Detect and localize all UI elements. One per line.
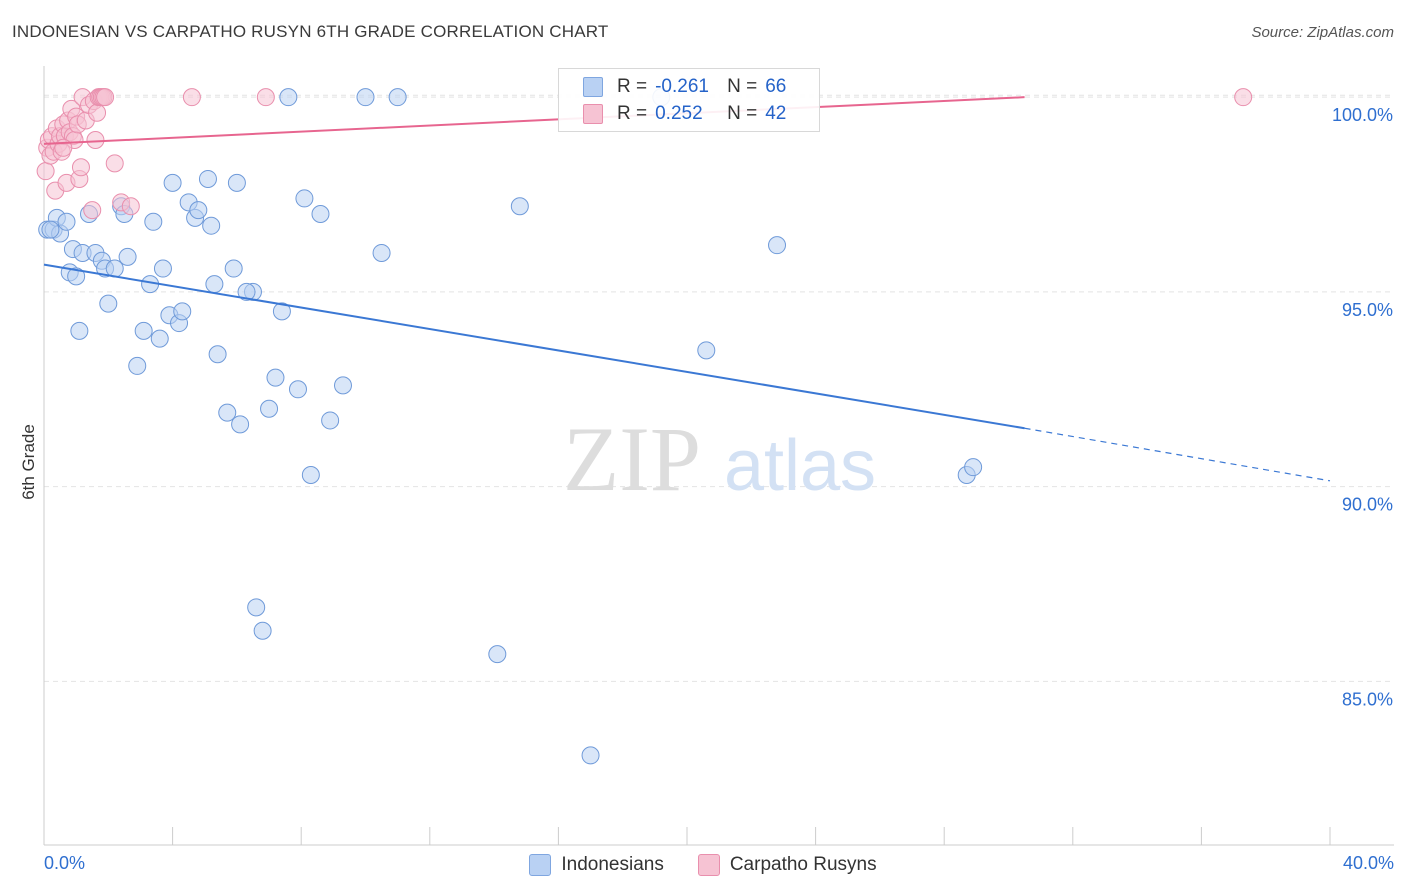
data-point-indonesians [224,259,243,278]
data-point-indonesians [266,368,285,387]
data-point-carpatho-rusyns [1234,88,1253,107]
swatch-indonesians [583,77,603,97]
data-point-indonesians [388,88,407,107]
axes [43,66,1394,846]
series-carpatho-rusyns [36,88,1253,220]
data-point-indonesians [227,173,246,192]
data-point-indonesians [372,243,391,262]
data-point-carpatho-rusyns [105,154,124,173]
data-point-indonesians [67,267,86,286]
series-legend: Indonesians Carpatho Rusyns [0,852,1406,878]
watermark-zip: ZIP [563,408,701,510]
r-value: 0.252 [655,103,703,124]
data-point-indonesians [697,341,716,360]
n-label: N = [727,103,758,124]
y-tick-label: 90.0% [1342,495,1393,515]
data-point-indonesians [163,173,182,192]
watermark-atlas: atlas [724,426,876,506]
data-point-indonesians [333,376,352,395]
n-value: 66 [765,76,787,97]
data-point-carpatho-rusyns [71,158,90,177]
trend-line-carpatho-rusyns [43,96,1025,145]
grid-lines [44,94,1394,682]
data-point-carpatho-rusyns [86,131,105,150]
data-point-indonesians [279,88,298,107]
n-label: N = [727,76,758,97]
r-value: -0.261 [655,76,709,97]
data-point-indonesians [288,380,307,399]
data-point-indonesians [510,197,529,216]
y-axis-label: 6th Grade [19,424,38,500]
series-indonesians [38,88,983,765]
data-point-indonesians [41,220,60,239]
data-point-carpatho-rusyns [83,201,102,220]
data-point-indonesians [321,411,340,430]
y-tick-label: 85.0% [1342,689,1393,709]
data-point-indonesians [202,216,221,235]
data-point-indonesians [173,302,192,321]
trend-line-indonesians-extension [1024,427,1331,482]
stats-legend: R = -0.261 N = 66 R = 0.252 N = 42 [558,68,820,132]
chart-title: INDONESIAN VS CARPATHO RUSYN 6TH GRADE C… [12,22,609,41]
data-point-indonesians [964,458,983,477]
data-point-indonesians [253,621,272,640]
data-point-indonesians [260,399,279,418]
data-point-carpatho-rusyns [88,103,107,122]
data-point-indonesians [272,302,291,321]
data-point-indonesians [356,88,375,107]
swatch-carpatho-rusyns [583,104,603,124]
legend-swatch-carpatho-rusyns [697,854,720,876]
stats-row-carpatho-rusyns: R = 0.252 N = 42 [583,102,787,126]
data-point-indonesians [231,415,250,434]
y-tick-labels: 85.0% 90.0% 95.0% 100.0% [1332,105,1393,709]
data-point-indonesians [150,329,169,348]
data-point-indonesians [128,356,147,375]
data-point-indonesians [205,275,224,294]
data-point-indonesians [198,169,217,188]
r-label: R = [617,76,648,97]
data-point-indonesians [189,201,208,220]
n-value: 42 [765,103,787,124]
data-point-indonesians [237,282,256,301]
legend-label-carpatho-rusyns: Carpatho Rusyns [729,854,877,875]
data-point-indonesians [311,205,330,224]
y-tick-label: 100.0% [1332,105,1393,125]
legend-item-indonesians[interactable]: Indonesians [529,852,664,878]
data-point-indonesians [57,212,76,231]
data-point-indonesians [295,189,314,208]
data-point-carpatho-rusyns [96,88,115,107]
data-point-carpatho-rusyns [121,197,140,216]
data-point-indonesians [70,321,89,340]
data-point-indonesians [581,746,600,765]
data-point-indonesians [208,345,227,364]
data-point-carpatho-rusyns [182,88,201,107]
x-tick-label: 40.0% [1343,853,1394,873]
x-tick-label: 0.0% [44,853,85,873]
legend-item-carpatho-rusyns[interactable]: Carpatho Rusyns [697,852,877,878]
legend-label-indonesians: Indonesians [561,854,664,875]
data-point-indonesians [301,465,320,484]
data-point-indonesians [488,645,507,664]
data-point-indonesians [144,212,163,231]
data-point-carpatho-rusyns [256,88,275,107]
trend-line-indonesians [43,263,1025,430]
watermark: ZIP atlas [563,408,876,510]
trend-lines [43,96,1331,482]
data-point-indonesians [768,236,787,255]
source-credit: Source: ZipAtlas.com [1251,24,1394,41]
stats-row-indonesians: R = -0.261 N = 66 [583,75,787,99]
r-label: R = [617,103,648,124]
data-point-indonesians [218,403,237,422]
x-tick-labels: 0.0% 40.0% [44,853,1394,873]
data-point-indonesians [99,294,118,313]
data-point-indonesians [118,247,137,266]
data-point-indonesians [153,259,172,278]
legend-swatch-indonesians [529,854,552,876]
data-point-carpatho-rusyns [36,162,55,181]
data-point-indonesians [134,321,153,340]
y-tick-label: 95.0% [1342,300,1393,320]
data-point-indonesians [247,598,266,617]
